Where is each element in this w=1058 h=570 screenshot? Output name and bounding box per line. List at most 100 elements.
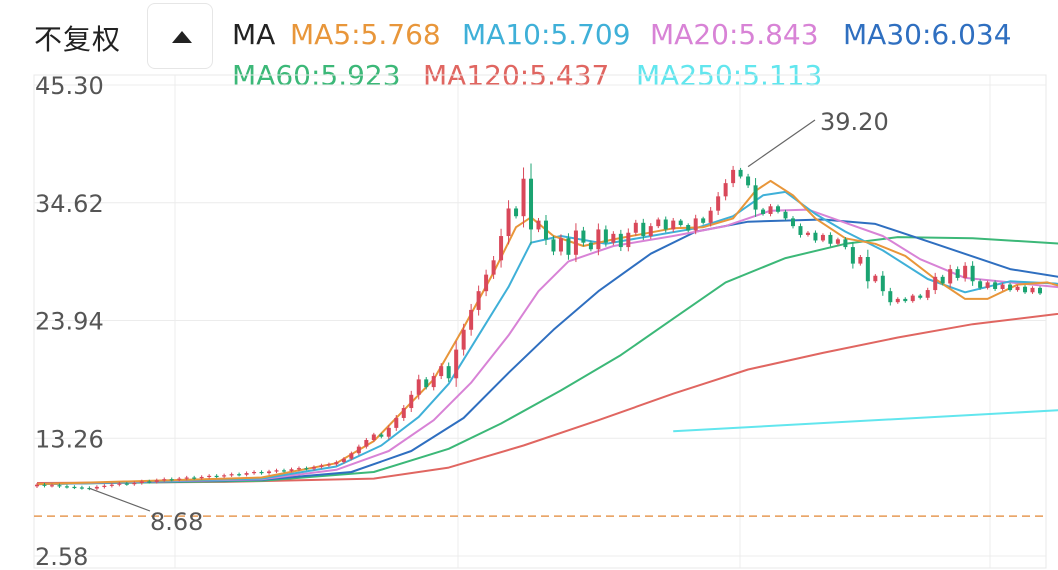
candle [184, 475, 189, 481]
candle [454, 341, 459, 387]
candle [162, 477, 167, 482]
candle [192, 475, 197, 480]
candle-body [925, 290, 930, 298]
candle [386, 425, 391, 440]
candle-body [963, 265, 968, 278]
candle [776, 204, 781, 214]
candle-body [237, 474, 242, 476]
candle [416, 374, 421, 400]
adjust-mode-label[interactable]: 不复权 [34, 23, 122, 56]
candle-body [656, 219, 661, 227]
candle [491, 256, 496, 279]
candle-body [282, 470, 287, 472]
high-price-label: 39.20 [820, 108, 889, 136]
chart-grid [33, 74, 1047, 569]
candle-body [386, 427, 391, 437]
candle-body [401, 408, 406, 418]
candle [364, 438, 369, 449]
candle [581, 226, 586, 247]
candle-body [581, 230, 586, 243]
candle [1030, 286, 1035, 294]
candle [49, 483, 54, 488]
candle-body [461, 329, 466, 350]
candle-body [573, 230, 578, 255]
candle-body [790, 218, 795, 227]
candle-body [708, 210, 713, 223]
candle-body [888, 291, 893, 303]
candle [1015, 285, 1020, 292]
candle-body [229, 474, 234, 476]
candle-body [169, 479, 174, 481]
candle [267, 469, 272, 475]
candle [835, 237, 840, 246]
candle [551, 235, 556, 256]
candle-body [379, 434, 384, 437]
candle [214, 474, 219, 479]
candle-body [529, 178, 534, 230]
candle [207, 474, 212, 479]
candle [955, 266, 960, 281]
candle-body [476, 291, 481, 310]
candle [109, 483, 114, 488]
candle [656, 217, 661, 229]
candle [132, 481, 137, 486]
candle-body [416, 379, 421, 395]
caret-up-icon [172, 31, 192, 43]
candle [1000, 282, 1005, 291]
candle-body [716, 196, 721, 211]
candle [289, 467, 294, 473]
candle-body [341, 458, 346, 463]
candle [64, 484, 69, 489]
candle-body [783, 211, 788, 219]
y-tick-label: 45.30 [35, 72, 104, 100]
candle [349, 451, 354, 461]
candle-body [873, 275, 878, 282]
candle-body [35, 484, 39, 487]
candle [334, 460, 339, 466]
candle [925, 287, 930, 301]
ma120-line [36, 312, 1058, 484]
candle-body [678, 220, 683, 226]
candle-body [491, 260, 496, 275]
collapse-toggle-button[interactable] [147, 3, 213, 69]
ma30-value: MA30:6.034 [843, 18, 1012, 51]
candle-body [671, 220, 676, 230]
candle [35, 483, 39, 488]
candle-body [626, 232, 631, 248]
candle-body [319, 465, 324, 468]
candle-body [424, 379, 429, 388]
candle [311, 465, 316, 471]
ma5-value: MA5:5.768 [290, 18, 441, 51]
candle [746, 173, 751, 188]
candle [663, 216, 668, 233]
candle-body [484, 274, 489, 292]
candle [978, 279, 983, 290]
candle [431, 372, 436, 391]
candle [529, 163, 534, 245]
candle-body [948, 269, 953, 284]
candle [341, 457, 346, 464]
plot-border [33, 74, 1047, 569]
candle-body [641, 222, 646, 237]
ma20-value: MA20:5.843 [650, 18, 819, 51]
candle [820, 233, 825, 243]
candle-body [252, 471, 257, 474]
high-marker-line [747, 119, 816, 168]
candle-body [102, 485, 107, 487]
candle-body [154, 480, 159, 482]
candle-body [955, 269, 960, 278]
candle [222, 473, 227, 479]
candle [446, 362, 451, 382]
candle-body [895, 298, 900, 303]
candle [880, 271, 885, 296]
y-tick-label: 23.94 [35, 308, 104, 336]
candle [379, 432, 384, 439]
candle-body [933, 276, 938, 291]
candle-body [753, 185, 758, 210]
candle-body [820, 234, 825, 241]
candle [326, 462, 331, 468]
candle-body [648, 226, 653, 237]
candle [768, 203, 773, 217]
candle [394, 414, 399, 431]
